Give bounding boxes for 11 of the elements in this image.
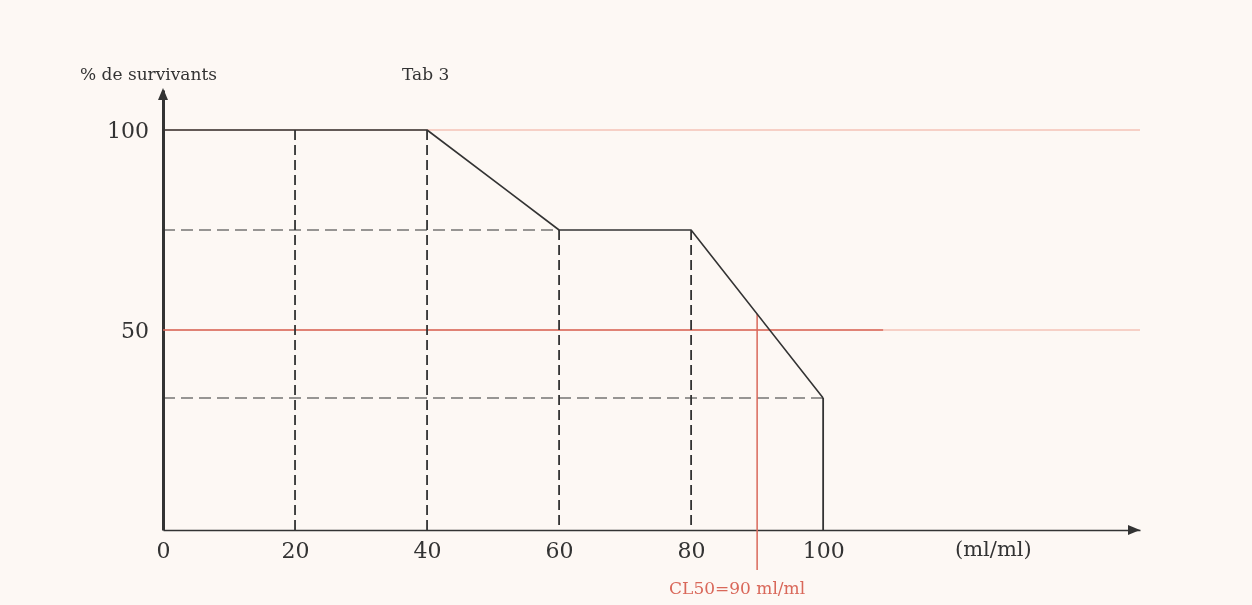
x-tick-label: 20 bbox=[281, 537, 310, 563]
x-tick-label: 80 bbox=[677, 537, 706, 563]
ref-line-label: CL50=90 ml/ml bbox=[669, 578, 806, 598]
x-tick-label: 100 bbox=[802, 537, 845, 563]
x-axis-title: (ml/ml) bbox=[955, 537, 1032, 561]
y-axis-title: % de survivants bbox=[80, 64, 217, 84]
y-tick-label: 50 bbox=[121, 317, 149, 343]
x-tick-label: 0 bbox=[156, 537, 171, 563]
x-tick-label: 60 bbox=[545, 537, 574, 563]
chart-title: Tab 3 bbox=[402, 64, 450, 84]
x-tick-label: 40 bbox=[413, 537, 442, 563]
